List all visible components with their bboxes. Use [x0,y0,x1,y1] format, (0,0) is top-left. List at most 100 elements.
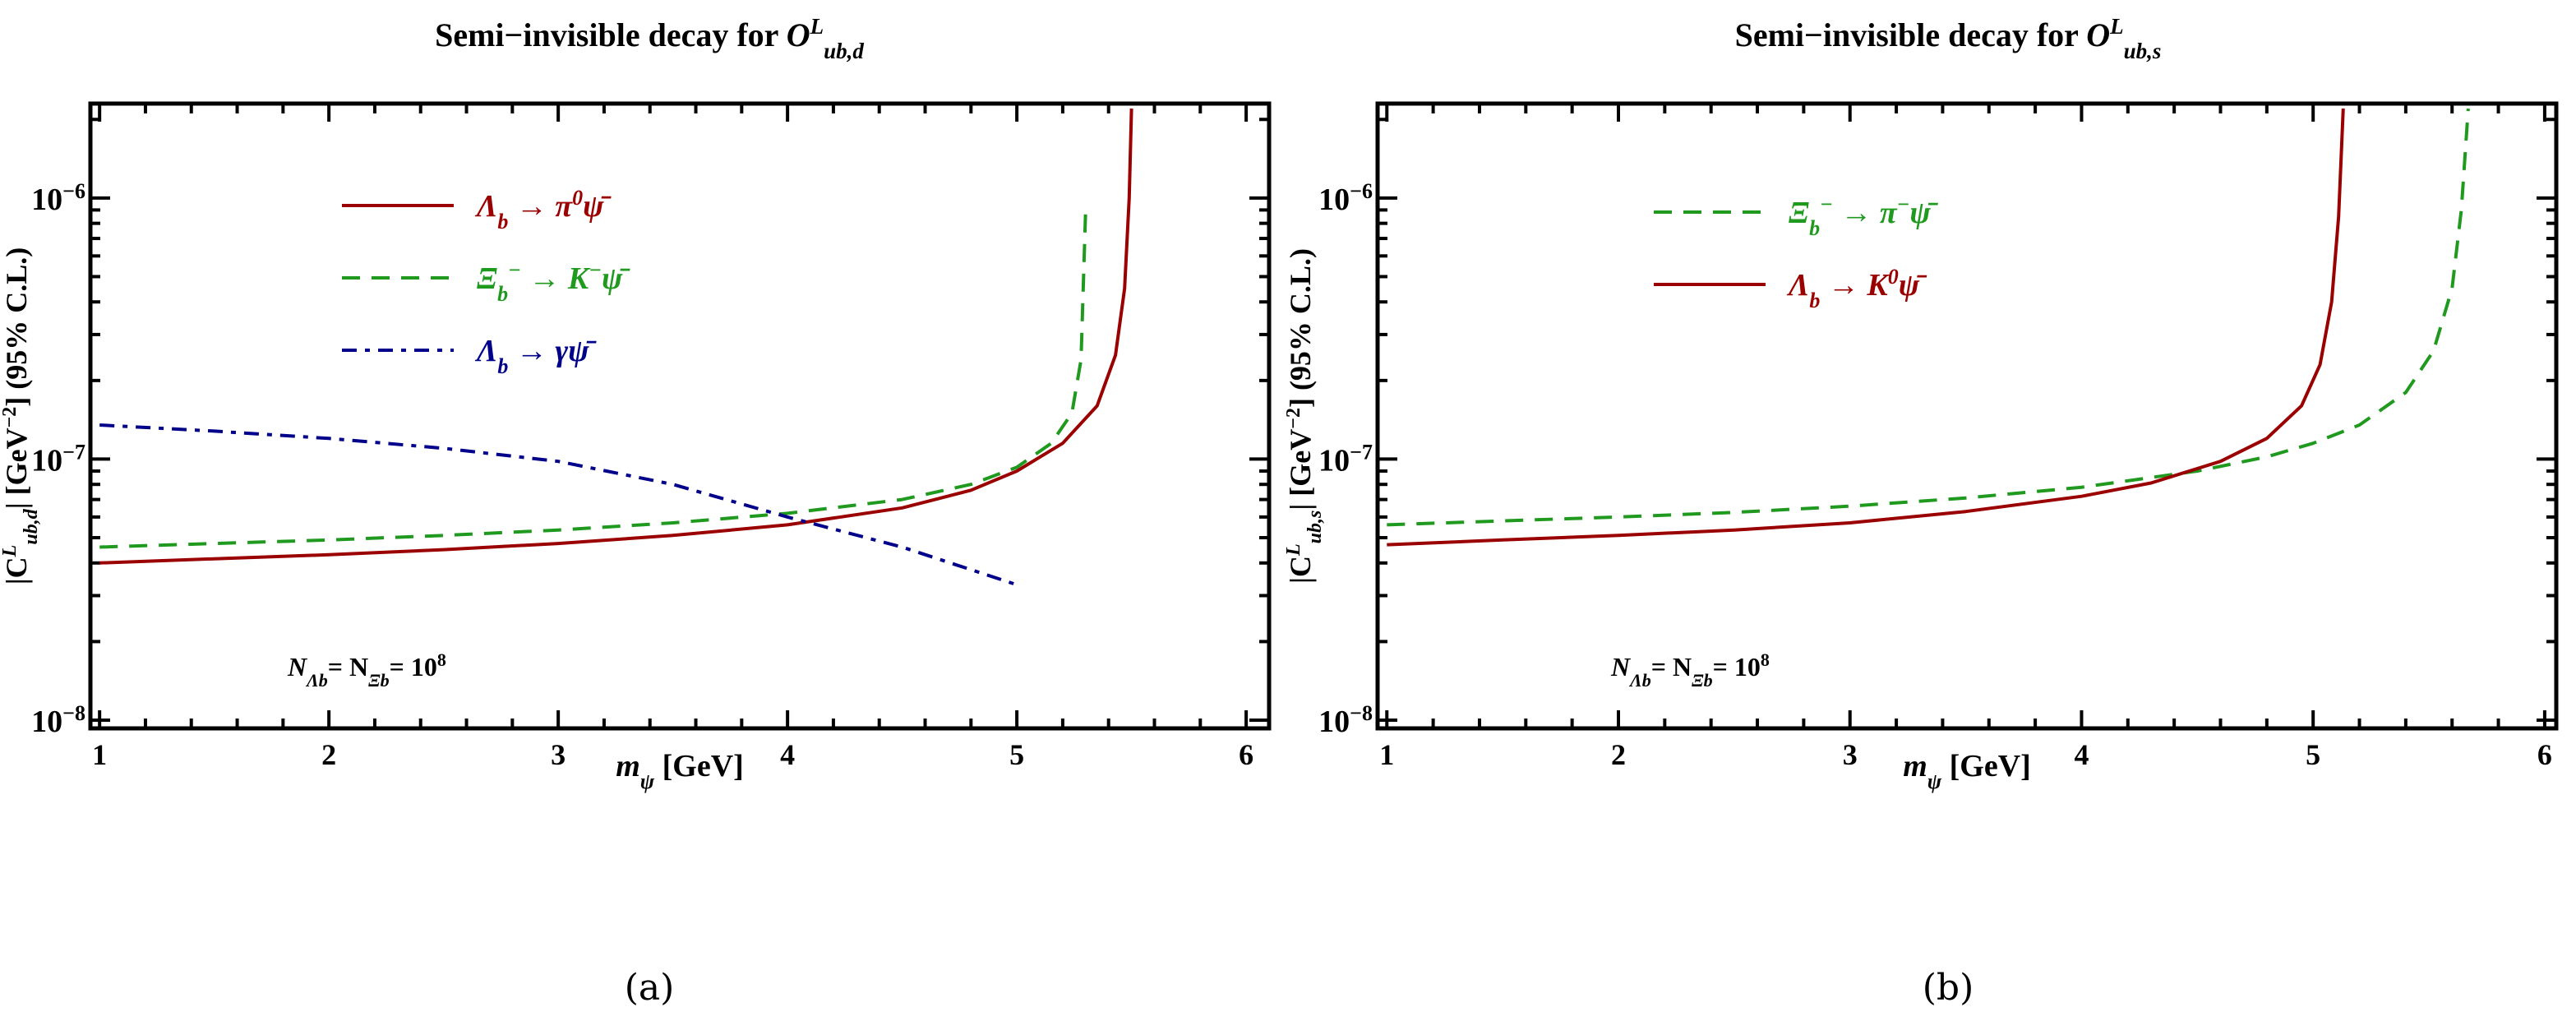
annotation-part: 8 [1761,649,1770,670]
legend-label-part: → π [508,189,573,224]
chart-title: Semi−invisible decay for OLub,d [435,14,864,63]
legend-label-part: b [497,210,508,233]
x-label-unit: [GeV] [1941,749,2031,783]
x-tick-label: 3 [1843,738,1858,771]
y-label-sup: L [0,545,21,558]
title-superscript: L [810,14,824,39]
title-operator: O [787,16,810,53]
annotation-part: = N [1651,652,1692,682]
x-label-unit: [GeV] [654,749,744,783]
y-tick-base: 10 [31,183,62,217]
legend-label: Λb → K0ψ̄ [1786,265,1927,312]
y-tick-label: 10−7 [31,440,85,478]
annotation-part: 8 [437,649,446,670]
y-tick-label: 10−7 [1318,440,1373,478]
y-tick-base: 10 [1318,705,1350,739]
panel-a: Semi−invisible decay for OLub,d1 2 3 4 5 610−… [0,14,1272,1009]
plot-frame [1375,101,2559,731]
legend-label-part: Λ [474,189,497,224]
title-subscript: ub,s [2124,39,2162,63]
plot-frame [88,101,1272,731]
y-label-sub: ub,s [1304,511,1326,544]
x-tick-label: 1 [92,738,107,771]
x-axis-label: mψ [GeV] [616,749,744,793]
x-tick-label: 3 [551,738,566,771]
legend-label: Λb → π0ψ̄ [474,186,612,233]
legend-label-part: 0 [1888,265,1899,289]
y-label-unit-exp: −2 [0,407,21,428]
title-operator: O [2086,16,2110,53]
y-label-unit-exp: −2 [1283,408,1304,429]
series-line [99,109,1133,565]
y-label-coef: |C [0,557,33,585]
legend-label: Ξb− → π−ψ̄ [1789,192,1939,240]
x-tick-label: 1 [1379,738,1394,771]
y-tick-label: 10−8 [31,700,85,739]
legend-label-part: b [1809,216,1820,240]
legend-label-part: − [1897,192,1910,216]
title-text: Semi−invisible decay for [435,16,787,53]
annotation-part: = 10 [1713,652,1761,682]
legend-label: Ξb− → K−ψ̄ [477,258,630,306]
legend-label-part: Λ [1786,268,1809,303]
legend-label-part: b [497,354,508,378]
annotation-part: = 10 [390,652,437,682]
annotation-part: Ξb [368,670,390,691]
annotation-part: Λb [1628,670,1651,691]
legend-label-part: − [589,258,602,282]
legend-label-part: − [508,258,521,282]
y-tick-exponent: −7 [62,440,85,464]
x-label-sub: ψ [640,769,655,793]
x-tick-label: 5 [1009,738,1024,771]
x-label-var: m [616,749,640,783]
title-subscript: ub,d [824,39,864,63]
annotation-part: Ξb [1692,670,1713,691]
annotation-event-count: NΛb= NΞb= 108 [1610,649,1770,691]
x-tick-label: 4 [780,738,795,771]
x-tick-label: 6 [2537,738,2552,771]
y-tick-label: 10−6 [1318,178,1373,217]
y-tick-base: 10 [1318,183,1350,217]
legend-label-part: Ξ [1789,196,1809,230]
y-axis-label: |CLub,s| [GeV−2] (95% C.L.) [1283,248,1326,584]
legend-label-part: → K [521,261,591,296]
legend-label-part: Ξ [477,261,497,296]
legend-label-part: − [1820,192,1833,216]
y-axis-label: |CLub,d| [GeV−2] (95% C.L.) [0,247,42,585]
y-tick-base: 10 [31,443,62,478]
y-tick-exponent: −6 [1350,178,1373,202]
y-tick-label: 10−8 [1318,700,1373,739]
legend-label: Λb → γψ̄ [474,334,598,378]
series-line [99,423,1018,587]
legend-label-part: → K [1820,268,1890,303]
y-label-unit: | [GeV [0,427,33,509]
y-label-sup: L [1283,543,1304,557]
legend-label-part: ψ̄ [602,261,630,296]
title-text: Semi−invisible decay for [1735,16,2087,53]
y-label-cl: ] (95% C.L.) [1284,248,1317,408]
series-line [1387,108,2470,527]
annotation-event-count: NΛb= NΞb= 108 [287,649,446,691]
legend-label-part: b [497,282,508,306]
y-tick-label: 10−6 [31,178,85,217]
x-tick-label: 4 [2074,738,2089,771]
legend-label-part: ψ̄ [583,189,612,224]
legend-label-part: 0 [572,186,583,210]
x-tick-label: 5 [2306,738,2320,771]
series-line [99,210,1087,549]
chart-title: Semi−invisible decay for OLub,s [1735,14,2162,63]
x-axis-label: mψ [GeV] [1903,749,2031,793]
y-label-cl: ] (95% C.L.) [0,247,33,407]
legend-label-part: ψ̄ [568,334,597,368]
annotation-part: Λb [305,670,328,691]
title-superscript: L [2109,14,2124,39]
annotation-part: = N [328,652,368,682]
y-label-coef: |C [1284,556,1317,584]
x-label-var: m [1903,749,1927,783]
y-tick-base: 10 [1318,443,1350,478]
y-tick-exponent: −8 [1350,700,1373,724]
x-tick-label: 2 [1611,738,1626,771]
series-line [1387,109,2345,547]
y-tick-exponent: −6 [62,178,85,202]
y-tick-base: 10 [31,705,62,739]
